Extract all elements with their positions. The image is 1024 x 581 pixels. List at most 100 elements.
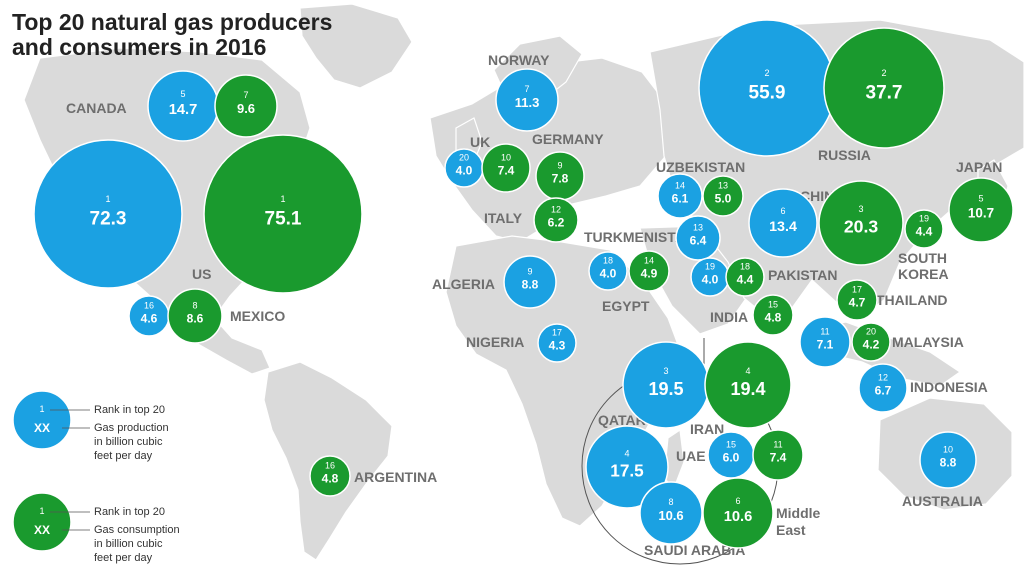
bubble-value: 4.4 <box>737 273 754 287</box>
production-bubble <box>537 323 577 363</box>
bubble-rank: 13 <box>718 181 728 191</box>
label-algeria: ALGERIA <box>432 276 495 292</box>
bubble-value: 6.7 <box>875 384 892 398</box>
label-saudi-arabia: SAUDI ARABIA <box>644 542 745 558</box>
production-bubble <box>748 188 818 258</box>
label-middle-east-2: East <box>776 522 806 538</box>
bubble-mexico-prod: 164.6 <box>128 295 170 337</box>
bubble-value: 9.6 <box>237 101 255 116</box>
greenland <box>299 3 413 89</box>
bubble-rank: 16 <box>325 461 335 471</box>
bubble-rank: 20 <box>459 153 469 163</box>
bubble-thailand-cons: 174.7 <box>836 279 878 321</box>
bubble-norway-prod: 711.3 <box>495 68 559 132</box>
bubble-egypt-cons: 144.9 <box>628 250 670 292</box>
bubble-value: 6.1 <box>672 192 689 206</box>
bubble-value: 4.6 <box>141 312 158 326</box>
bubble-rank: 4 <box>624 448 629 458</box>
bubble-value: 4.0 <box>600 267 617 281</box>
bubble-rank: 10 <box>943 445 953 455</box>
bubble-rank: 9 <box>557 161 562 171</box>
bubble-australia-prod: 108.8 <box>919 431 977 489</box>
bubble-rank: 5 <box>180 89 185 99</box>
label-uzbekistan: UZBEKISTAN <box>656 159 745 175</box>
bubble-value: 10.7 <box>968 205 994 220</box>
bubble-value: 4.9 <box>641 267 658 281</box>
bubble-rank: 7 <box>243 90 248 100</box>
label-south-korea-2: KOREA <box>898 266 949 282</box>
bubble-rank: 8 <box>668 497 673 507</box>
bubble-rank: 6 <box>735 496 740 506</box>
label-egypt: EGYPT <box>602 298 650 314</box>
production-bubble <box>585 425 669 509</box>
bubble-value: 4.0 <box>456 164 473 178</box>
consumption-bubble <box>704 341 792 429</box>
bubble-value: 4.0 <box>702 273 719 287</box>
bubble-rank: 15 <box>726 440 736 450</box>
label-malaysia: MALAYSIA <box>892 334 964 350</box>
consumption-bubble <box>167 288 223 344</box>
legend-consumption-swatch <box>12 492 72 552</box>
label-qatar: QATAR <box>598 412 646 428</box>
bubble-value: 14.7 <box>169 102 198 118</box>
bubble-saudi-cons: 610.6 <box>702 477 774 549</box>
bubble-value: 6.0 <box>723 451 740 465</box>
bubble-value: 75.1 <box>265 208 302 229</box>
bubble-rank: 1 <box>105 194 110 204</box>
consumption-bubble <box>752 429 804 481</box>
consumption-bubble <box>702 175 744 217</box>
bubble-rank: 19 <box>705 262 715 272</box>
label-turkmenistan: TURKMENISTAN <box>584 229 695 245</box>
legend-production-rank: 1 <box>39 404 44 414</box>
bubble-value: 6.4 <box>690 234 707 248</box>
label-argentina: ARGENTINA <box>354 469 437 485</box>
label-uae: UAE <box>676 448 706 464</box>
label-russia: RUSSIA <box>818 147 871 163</box>
bubble-value: 8.6 <box>187 312 204 326</box>
consumption-bubble <box>948 177 1014 243</box>
bubble-uae-cons: 117.4 <box>752 429 804 481</box>
label-uk: UK <box>470 134 490 150</box>
bubble-rank: 3 <box>663 366 668 376</box>
bubble-nigeria-prod: 174.3 <box>537 323 577 363</box>
bubble-value: 7.8 <box>552 172 569 186</box>
label-indonesia: INDONESIA <box>910 379 988 395</box>
bubble-value: 10.6 <box>658 508 683 523</box>
country-labels: CANADA US MEXICO ARGENTINA NORWAY UK GER… <box>66 52 1002 558</box>
consumption-bubble <box>836 279 878 321</box>
bubble-rank: 14 <box>644 256 654 266</box>
label-pakistan: PAKISTAN <box>768 267 837 283</box>
bubble-rank: 9 <box>527 267 532 277</box>
bubble-value: 6.2 <box>548 216 565 230</box>
label-australia: AUSTRALIA <box>902 493 983 509</box>
legend-production-value-label-1: Gas production <box>94 422 169 434</box>
bubble-uzbekistan-prod: 146.1 <box>657 173 703 219</box>
consumption-bubble <box>628 250 670 292</box>
bubble-rank: 2 <box>881 68 886 78</box>
consumption-bubble <box>752 294 794 336</box>
bubble-value: 55.9 <box>749 82 786 103</box>
production-bubble <box>33 139 183 289</box>
bubble-rank: 8 <box>192 301 197 311</box>
bubble-value: 19.4 <box>730 379 765 399</box>
consumption-bubble <box>309 455 351 497</box>
production-bubble <box>799 316 851 368</box>
bubble-india-cons: 154.8 <box>752 294 794 336</box>
bubble-pakistan-cons: 184.4 <box>725 257 765 297</box>
title-line-1: Top 20 natural gas producers <box>12 9 333 35</box>
bubble-value: 72.3 <box>90 208 127 229</box>
legend-consumption-value-label-1: Gas consumption <box>94 524 180 536</box>
legend-production-value-label-3: feet per day <box>94 450 153 462</box>
label-us: US <box>192 266 211 282</box>
bubble-algeria-prod: 98.8 <box>503 255 557 309</box>
map-title: Top 20 natural gas producers and consume… <box>12 10 392 60</box>
label-norway: NORWAY <box>488 52 550 68</box>
bubble-russia-cons: 237.7 <box>823 27 945 149</box>
bubble-malaysia-cons: 204.2 <box>851 322 891 362</box>
bubble-pakistan-prod: 194.0 <box>690 257 730 297</box>
consumption-bubble <box>823 27 945 149</box>
bubble-us-prod: 172.3 <box>33 139 183 289</box>
bubble-us-cons: 175.1 <box>203 134 363 294</box>
bubble-rank: 18 <box>740 262 750 272</box>
